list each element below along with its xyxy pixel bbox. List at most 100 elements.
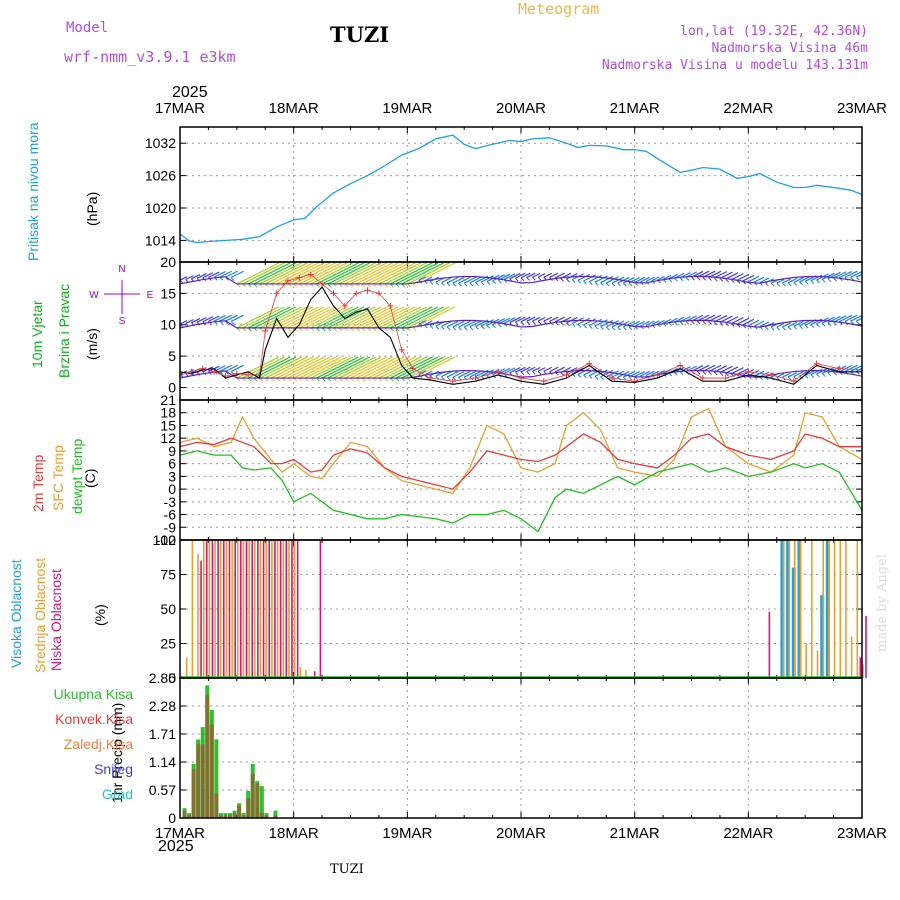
wind-barb (856, 317, 862, 322)
wind-barb-tip (475, 326, 479, 330)
wind-barb (634, 320, 645, 327)
wind-barb (520, 316, 531, 323)
ytick-label-4-0: 0 (168, 810, 176, 826)
cloud-high-bar (820, 595, 825, 678)
wind-barb-tip (804, 375, 809, 379)
precip-conv-bar (264, 815, 269, 818)
wind-barb-tip (713, 371, 718, 376)
legend-hail: Grad (101, 786, 133, 802)
wind-barb-tip (702, 276, 707, 281)
wind-barb (532, 366, 541, 372)
wind-barb (463, 276, 477, 284)
wind-barb (424, 276, 433, 282)
wind-barb (304, 262, 348, 285)
wind-barb (299, 306, 342, 329)
wind-barb (230, 314, 244, 322)
wind-barb-tip (452, 326, 457, 331)
wind-barb-tip (810, 324, 815, 328)
wind-barb-tip (799, 281, 803, 286)
precip-conv-bar (246, 798, 251, 818)
wind-barb-tip (458, 282, 462, 287)
model-name: wrf-nmm_v3.9.1 e3km (64, 48, 236, 66)
pressure-line (179, 134, 863, 244)
precip-conv-bar (255, 783, 260, 818)
wind-barb-tip (708, 371, 712, 375)
dir-legend-w: W (89, 290, 99, 301)
wind-barb-tip (412, 283, 417, 288)
wind-barb (753, 276, 765, 283)
wind-barb (515, 366, 526, 373)
wind-barb (480, 369, 495, 377)
wind-barb (657, 319, 665, 325)
wind-barb-tip (855, 320, 860, 325)
wind-barb (395, 356, 439, 379)
wind-barb-tip (713, 277, 718, 282)
wind-barb (264, 356, 308, 379)
wind-barb-tip (674, 321, 678, 326)
precip-conv-bar (273, 815, 278, 818)
precip-total-bar (264, 813, 269, 818)
wind-barb-tip (696, 320, 701, 325)
wind-barb (537, 367, 546, 372)
wind-barb-tip (571, 279, 576, 283)
precip-total-bar (218, 813, 223, 818)
wind-barb (191, 274, 201, 280)
wind-barb (185, 275, 194, 281)
wind-barb (787, 371, 798, 378)
wind-barb (554, 366, 565, 373)
xtick-label-bottom-5: 22MAR (723, 825, 773, 842)
wind-barb-tip (588, 325, 593, 329)
wind-barb-tip (230, 277, 235, 281)
wind-barb (833, 271, 847, 279)
wind-barb-tip (514, 371, 519, 376)
wind-barb (662, 274, 672, 280)
wind-barb-tip (463, 282, 468, 287)
xtick-label-top-5: 22MAR (723, 100, 773, 117)
wind-barb-tip (446, 376, 451, 381)
wind-barb-tip (594, 325, 599, 330)
wind-barb-tip (628, 282, 633, 287)
wind-barb-tip (702, 320, 707, 325)
wind-barb-tip (526, 277, 531, 281)
ytick-label-2-6: 6 (168, 456, 176, 472)
wind-barb-tip (583, 280, 587, 285)
wind-barb (230, 270, 244, 279)
wind-barb-tip (782, 282, 786, 287)
wind-barb (264, 306, 308, 329)
dir-legend-s: S (119, 316, 126, 327)
wind-barb-tip (816, 373, 820, 378)
wind-barb (219, 364, 232, 372)
wind-barb (515, 316, 526, 323)
precip-total-bar (259, 786, 264, 818)
precip-conv-bar (191, 768, 196, 818)
wind-barb-tip (520, 277, 525, 282)
precip-conv-bar (228, 815, 233, 818)
wind-barb (384, 306, 427, 329)
wind-barb (856, 273, 862, 278)
wind-barb (645, 320, 655, 326)
wind-barb-tip (441, 282, 445, 286)
temp-2m-line (179, 433, 862, 490)
wind-barb (759, 277, 770, 284)
dewpt-line (179, 450, 863, 533)
precip-conv-bar (232, 813, 237, 818)
wind-barb-tip (765, 326, 769, 331)
wind-barb-tip (452, 282, 457, 287)
ytick-label-3-0: 0 (168, 670, 176, 686)
wind-barb (577, 367, 591, 375)
wind-barb-tip (804, 324, 809, 329)
wind-barb-tip (685, 277, 690, 281)
wind-barb (594, 319, 608, 327)
wind-barb (776, 279, 785, 284)
wind-barb (623, 371, 635, 378)
wind-barb (361, 356, 405, 379)
wind-barb (446, 276, 459, 284)
wind-barb (600, 319, 614, 328)
precip-conv-bar (205, 695, 210, 818)
wind-dir-line-2 (180, 275, 862, 285)
ytick-label-2-2: -6 (164, 507, 177, 523)
wind-barb-tip (537, 370, 542, 375)
wind-barb-tip (571, 323, 576, 327)
wind-barb (776, 322, 785, 328)
ytick-label-1-4: 20 (160, 254, 176, 270)
